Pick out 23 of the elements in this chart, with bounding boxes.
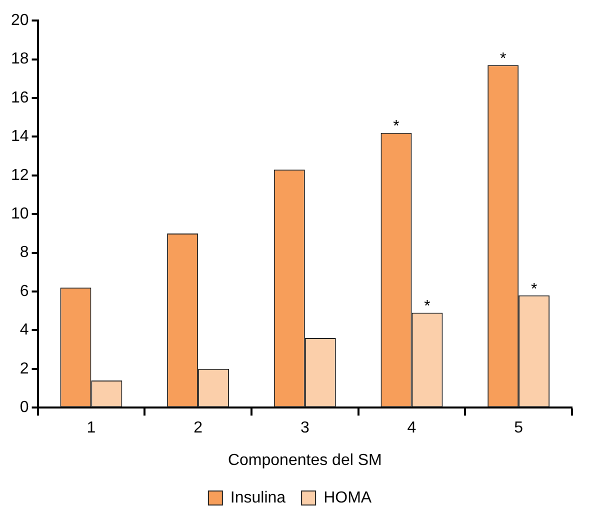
y-tick-label: 6 [20, 282, 29, 300]
y-tick-label: 16 [11, 89, 29, 106]
annotation: * [530, 280, 538, 298]
y-tick-label: 14 [11, 128, 29, 146]
y-tick-label: 10 [11, 206, 29, 223]
y-tick-label: 12 [11, 166, 29, 184]
annotation: * [424, 298, 430, 316]
y-tick-label: 8 [20, 244, 29, 262]
y-tick-label: 18 [11, 50, 29, 68]
x-tick-label: 3 [300, 420, 310, 437]
y-tick-label: 20 [11, 12, 29, 30]
y-tick-label: 2 [20, 360, 29, 378]
annotation: * [500, 50, 506, 68]
x-tick-label: 2 [194, 420, 203, 437]
legend-label: Insulina [230, 489, 286, 506]
x-tick-label: 1 [86, 420, 96, 437]
x-axis-title: Componentes del SM [228, 452, 382, 469]
y-tick-label: 4 [20, 322, 29, 339]
legend-label: HOMA [324, 489, 372, 506]
y-tick-label: 0 [20, 399, 29, 416]
x-tick-label: 5 [514, 420, 524, 437]
annotation: * [393, 118, 400, 136]
x-tick-label: 4 [407, 420, 416, 437]
